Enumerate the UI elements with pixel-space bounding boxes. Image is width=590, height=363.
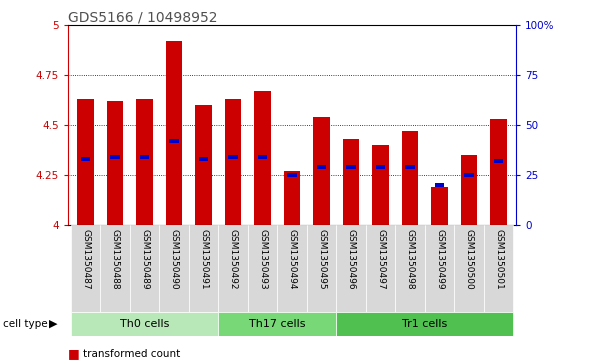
- Bar: [454, 225, 484, 312]
- Bar: [425, 225, 454, 312]
- Text: Tr1 cells: Tr1 cells: [402, 319, 447, 329]
- Bar: [225, 99, 241, 225]
- Bar: [166, 41, 182, 225]
- Text: GSM1350495: GSM1350495: [317, 229, 326, 290]
- Text: GSM1350496: GSM1350496: [346, 229, 356, 290]
- Bar: [110, 155, 120, 159]
- Text: ▶: ▶: [49, 319, 57, 329]
- Bar: [402, 131, 418, 225]
- Bar: [307, 225, 336, 312]
- Bar: [258, 155, 267, 159]
- Text: GSM1350492: GSM1350492: [228, 229, 238, 290]
- Bar: [218, 225, 248, 312]
- Bar: [169, 139, 179, 143]
- Text: GSM1350501: GSM1350501: [494, 229, 503, 290]
- Text: GSM1350488: GSM1350488: [110, 229, 120, 290]
- Bar: [277, 225, 307, 312]
- Bar: [431, 187, 448, 225]
- Bar: [346, 165, 356, 170]
- Text: GSM1350491: GSM1350491: [199, 229, 208, 290]
- Bar: [435, 183, 444, 187]
- Bar: [77, 99, 94, 225]
- Bar: [218, 312, 336, 336]
- Text: cell type: cell type: [3, 319, 48, 329]
- Text: GSM1350490: GSM1350490: [169, 229, 179, 290]
- Bar: [136, 99, 153, 225]
- Text: GSM1350500: GSM1350500: [464, 229, 474, 290]
- Bar: [317, 165, 326, 170]
- Text: GSM1350499: GSM1350499: [435, 229, 444, 290]
- Bar: [336, 225, 366, 312]
- Bar: [140, 155, 149, 159]
- Bar: [464, 173, 474, 178]
- Bar: [107, 101, 123, 225]
- Bar: [71, 312, 218, 336]
- Text: GSM1350489: GSM1350489: [140, 229, 149, 290]
- Bar: [100, 225, 130, 312]
- Text: GSM1350493: GSM1350493: [258, 229, 267, 290]
- Bar: [287, 173, 297, 178]
- Text: Th17 cells: Th17 cells: [249, 319, 306, 329]
- Text: GDS5166 / 10498952: GDS5166 / 10498952: [68, 10, 217, 24]
- Bar: [490, 119, 507, 225]
- Text: transformed count: transformed count: [83, 349, 180, 359]
- Bar: [189, 225, 218, 312]
- Bar: [284, 171, 300, 225]
- Bar: [343, 139, 359, 225]
- Bar: [461, 155, 477, 225]
- Text: GSM1350498: GSM1350498: [405, 229, 415, 290]
- Bar: [81, 157, 90, 162]
- Bar: [494, 159, 503, 163]
- Bar: [159, 225, 189, 312]
- Bar: [130, 225, 159, 312]
- Bar: [199, 157, 208, 162]
- Bar: [71, 225, 100, 312]
- Text: GSM1350494: GSM1350494: [287, 229, 297, 290]
- Text: GSM1350487: GSM1350487: [81, 229, 90, 290]
- Bar: [195, 105, 212, 225]
- Text: ■: ■: [68, 347, 84, 360]
- Bar: [484, 225, 513, 312]
- Bar: [372, 145, 389, 225]
- Bar: [395, 225, 425, 312]
- Bar: [366, 225, 395, 312]
- Bar: [376, 165, 385, 170]
- Text: GSM1350497: GSM1350497: [376, 229, 385, 290]
- Bar: [228, 155, 238, 159]
- Text: Th0 cells: Th0 cells: [120, 319, 169, 329]
- Bar: [313, 117, 330, 225]
- Bar: [254, 91, 271, 225]
- Bar: [248, 225, 277, 312]
- Bar: [336, 312, 513, 336]
- Bar: [405, 165, 415, 170]
